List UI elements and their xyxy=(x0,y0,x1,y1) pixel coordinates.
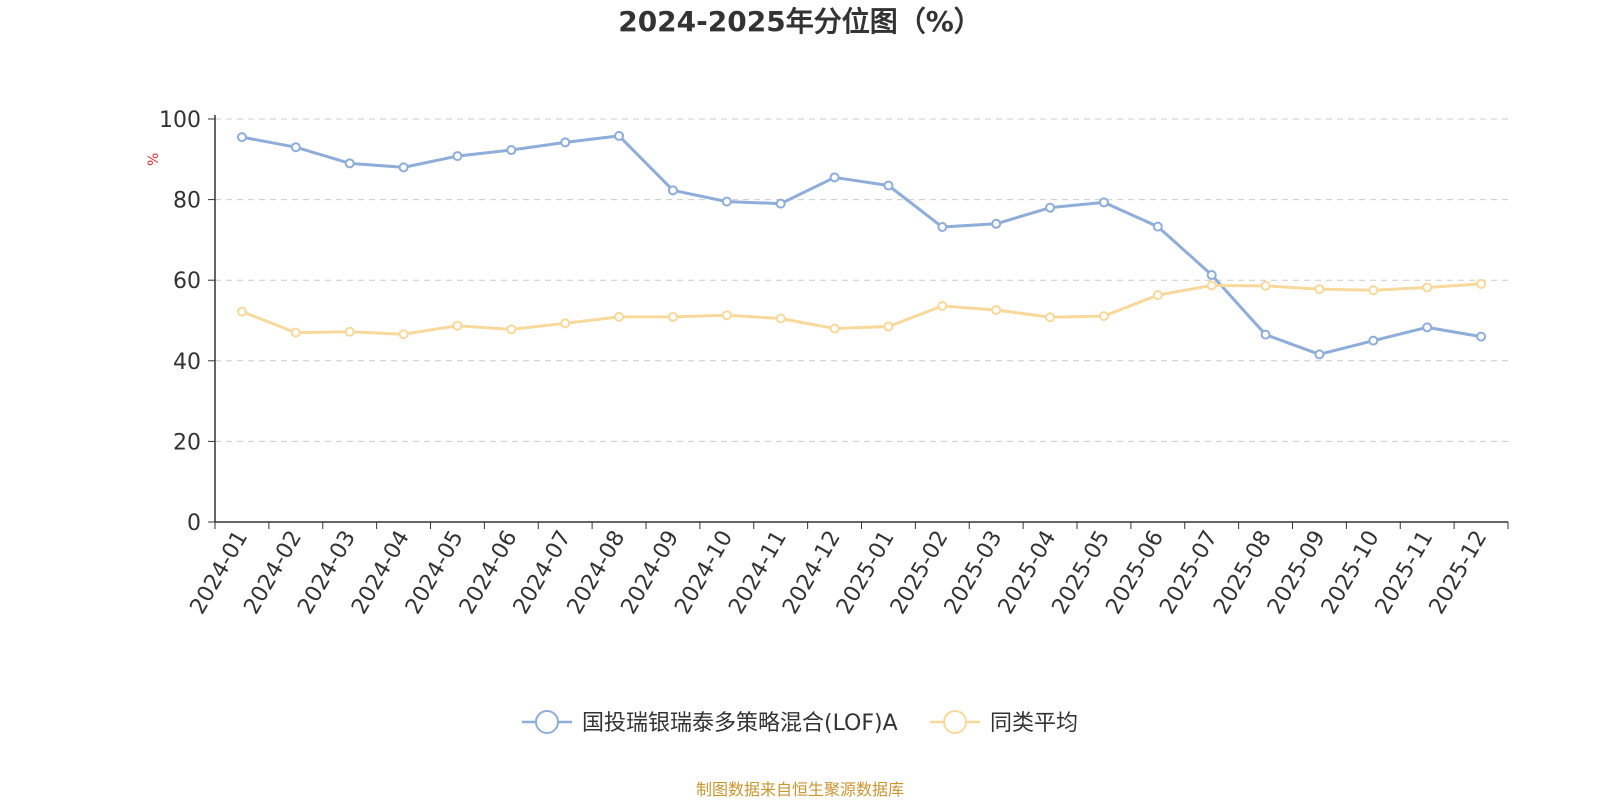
data-point xyxy=(1476,331,1487,342)
data-point xyxy=(452,320,463,331)
data-point xyxy=(614,130,625,141)
data-point xyxy=(1476,278,1487,289)
data-point xyxy=(991,218,1002,229)
y-axis: 0 20 40 60 80 100 xyxy=(159,108,216,536)
y-tick-label: 80 xyxy=(173,189,201,214)
data-point xyxy=(560,137,571,148)
source-note: 制图数据来自恒生聚源数据库 xyxy=(695,780,904,799)
data-point xyxy=(1045,312,1056,323)
y-tick-label: 20 xyxy=(173,430,201,455)
data-point xyxy=(1045,202,1056,213)
y-tick-label: 100 xyxy=(159,108,201,133)
data-point xyxy=(1368,285,1379,296)
legend-marker-icon xyxy=(943,710,967,734)
y-tick-label: 0 xyxy=(187,511,201,536)
data-point xyxy=(1260,280,1271,291)
chart-title: 2024-2025年分位图（%） xyxy=(618,5,982,38)
data-point xyxy=(236,306,247,317)
legend-label: 同类平均 xyxy=(990,711,1078,736)
y-tick-label: 60 xyxy=(173,269,201,294)
data-point xyxy=(290,327,301,338)
data-point xyxy=(236,132,247,143)
data-point xyxy=(721,310,732,321)
data-point xyxy=(344,326,355,337)
data-point xyxy=(1368,335,1379,346)
data-point xyxy=(721,196,732,207)
data-point xyxy=(452,151,463,162)
x-axis: 2024-012024-022024-032024-042024-052024-… xyxy=(186,521,1509,619)
data-point xyxy=(1206,269,1217,280)
data-point xyxy=(290,142,301,153)
legend: 国投瑞银瑞泰多策略混合(LOF)A 同类平均 xyxy=(522,710,1078,736)
data-point xyxy=(883,321,894,332)
data-point xyxy=(1206,280,1217,291)
y-tick-label: 40 xyxy=(173,350,201,375)
series-group xyxy=(236,130,1487,360)
data-point xyxy=(344,158,355,169)
data-point xyxy=(1422,322,1433,333)
data-point xyxy=(398,162,409,173)
data-point xyxy=(1098,311,1109,322)
data-point xyxy=(1152,290,1163,301)
legend-marker-icon xyxy=(535,710,559,734)
y-axis-unit-label: % xyxy=(146,153,162,166)
data-point xyxy=(506,145,517,156)
data-point xyxy=(667,311,678,322)
legend-item-0: 国投瑞银瑞泰多策略混合(LOF)A xyxy=(522,710,898,736)
data-point xyxy=(1314,284,1325,295)
data-point xyxy=(775,198,786,209)
series-line-1 xyxy=(240,282,1483,336)
data-point xyxy=(937,222,948,233)
data-point xyxy=(775,313,786,324)
data-point xyxy=(1314,349,1325,360)
data-point xyxy=(991,305,1002,316)
legend-label: 国投瑞银瑞泰多策略混合(LOF)A xyxy=(582,711,898,736)
data-point xyxy=(883,180,894,191)
data-point xyxy=(1422,282,1433,293)
percentile-line-chart: 0 20 40 60 80 100 % 2024-012024-022024-032024… xyxy=(146,108,1509,736)
data-point xyxy=(667,185,678,196)
data-point xyxy=(829,172,840,183)
data-point xyxy=(506,324,517,335)
data-point xyxy=(614,311,625,322)
series-line-0 xyxy=(240,134,1483,356)
data-point xyxy=(937,300,948,311)
data-point xyxy=(1260,329,1271,340)
data-point xyxy=(829,323,840,334)
data-point xyxy=(560,318,571,329)
legend-item-1: 同类平均 xyxy=(930,710,1078,736)
data-point xyxy=(1152,221,1163,232)
data-point xyxy=(398,329,409,340)
data-point xyxy=(1098,197,1109,208)
